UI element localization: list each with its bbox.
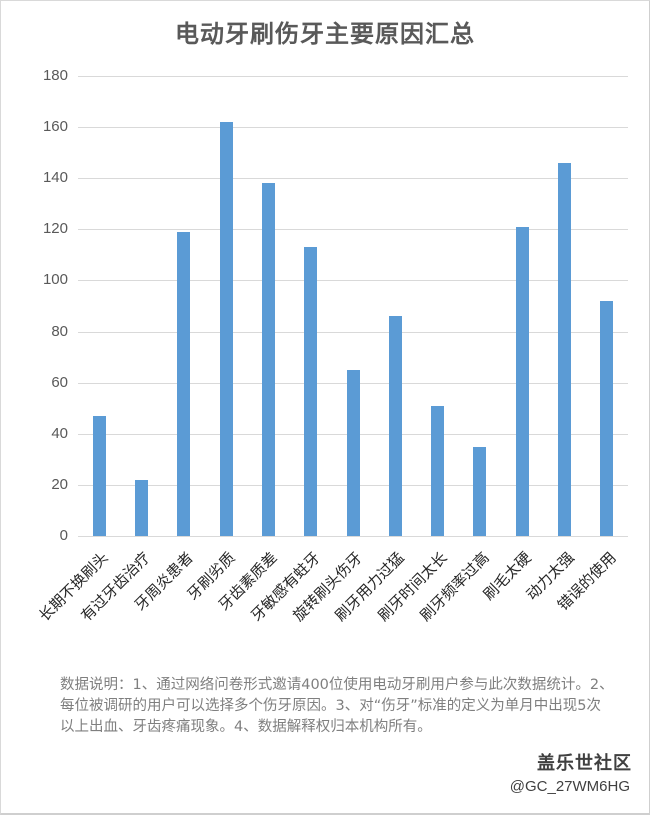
y-tick-label: 140: [42, 169, 68, 187]
bar: [177, 231, 191, 536]
bar: [600, 300, 614, 536]
bar: [134, 479, 148, 536]
bar: [473, 446, 487, 536]
watermark-brand: 盖乐世社区: [537, 753, 632, 774]
watermark-handle: @GC_27WM6HG: [509, 778, 630, 795]
plot-area: [78, 76, 628, 537]
y-tick-label: 80: [51, 322, 68, 340]
data-footnote: 数据说明：1、通过网络问卷形式邀请400位使用电动牙刷用户参与此次数据统计。2、…: [60, 677, 614, 735]
gridline: [78, 229, 628, 231]
bar: [431, 405, 445, 536]
bar: [558, 162, 572, 536]
chart-title: 电动牙刷伤牙主要原因汇总: [175, 20, 475, 48]
gridline: [78, 76, 628, 77]
bar: [515, 226, 529, 536]
gridline: [78, 536, 628, 537]
gridline: [78, 178, 628, 180]
bar: [219, 122, 233, 536]
y-tick-label: 0: [59, 527, 68, 544]
y-tick-label: 180: [42, 67, 68, 84]
bar: [388, 316, 402, 536]
bar: [92, 415, 106, 536]
gridline: [78, 280, 628, 282]
gridline: [78, 127, 628, 129]
bar: [346, 369, 360, 536]
y-tick-label: 120: [42, 220, 68, 238]
y-tick-label: 40: [51, 424, 68, 442]
y-tick-label: 20: [51, 475, 68, 493]
bar: [261, 183, 275, 536]
y-tick-label: 160: [42, 118, 68, 136]
y-tick-label: 60: [51, 373, 68, 391]
y-tick-label: 100: [42, 271, 68, 289]
bar: [304, 247, 318, 536]
gridline: [78, 331, 628, 333]
